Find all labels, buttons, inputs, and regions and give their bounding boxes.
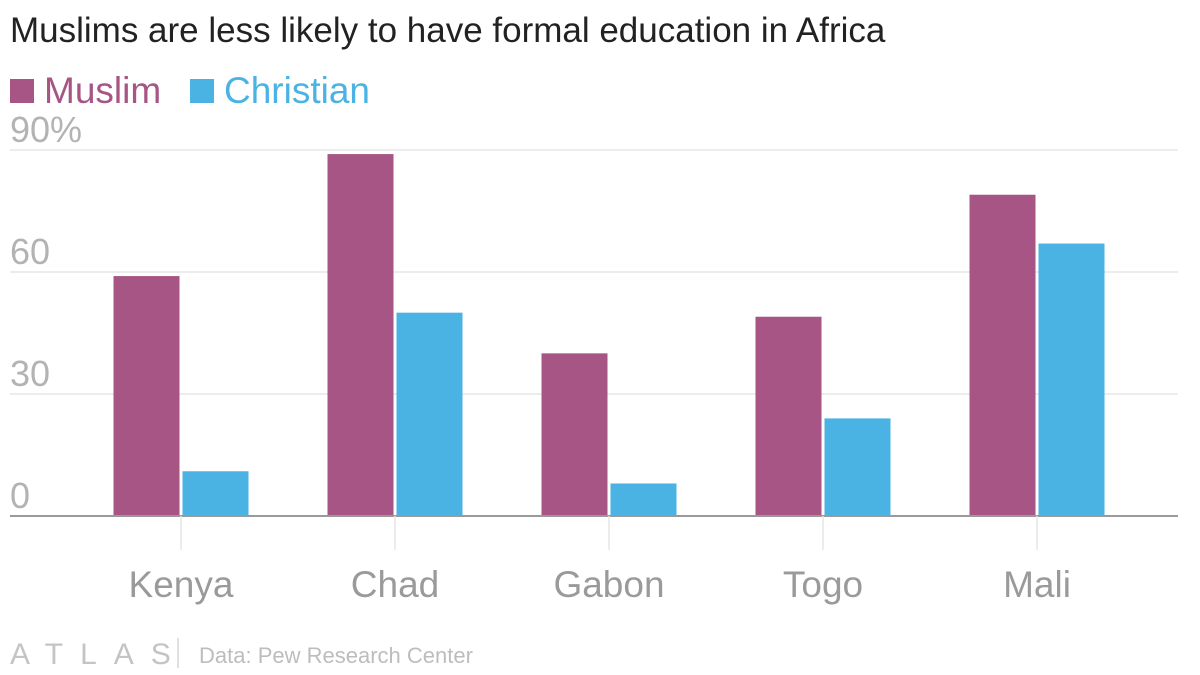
bar-gabon-christian bbox=[610, 483, 677, 516]
x-tick-label-togo: Togo bbox=[783, 564, 863, 605]
y-tick-label-90: 90% bbox=[10, 109, 82, 150]
legend-swatch-muslim bbox=[10, 79, 34, 103]
y-tick-label-30: 30 bbox=[10, 353, 50, 394]
bar-chad-christian bbox=[396, 312, 463, 516]
x-axis-ticks: Kenya Chad Gabon Togo Mali bbox=[129, 516, 1071, 605]
x-tick-label-mali: Mali bbox=[1003, 564, 1071, 605]
legend-swatch-christian bbox=[190, 79, 214, 103]
bar-mali-muslim bbox=[969, 194, 1036, 516]
y-axis-ticks: 0 30 60 90% bbox=[10, 109, 82, 516]
atlas-logo: ATLAS bbox=[10, 638, 188, 671]
bar-kenya-christian bbox=[182, 471, 249, 516]
bar-chad-muslim bbox=[327, 154, 394, 517]
x-tick-label-kenya: Kenya bbox=[129, 564, 234, 605]
bars bbox=[113, 154, 1105, 517]
bar-togo-christian bbox=[824, 418, 891, 516]
chart-title: Muslims are less likely to have formal e… bbox=[10, 11, 886, 50]
x-tick-label-chad: Chad bbox=[351, 564, 439, 605]
y-tick-label-0: 0 bbox=[10, 475, 30, 516]
legend-label-christian: Christian bbox=[224, 70, 370, 111]
bar-kenya-muslim bbox=[113, 276, 180, 516]
y-tick-label-60: 60 bbox=[10, 231, 50, 272]
legend: Muslim Christian bbox=[10, 70, 370, 111]
legend-label-muslim: Muslim bbox=[44, 70, 161, 111]
bar-mali-christian bbox=[1038, 243, 1105, 517]
footer: ATLAS Data: Pew Research Center bbox=[10, 638, 473, 671]
bar-gabon-muslim bbox=[541, 353, 608, 516]
bar-togo-muslim bbox=[755, 316, 822, 516]
x-tick-label-gabon: Gabon bbox=[553, 564, 664, 605]
source-note: Data: Pew Research Center bbox=[199, 643, 473, 668]
